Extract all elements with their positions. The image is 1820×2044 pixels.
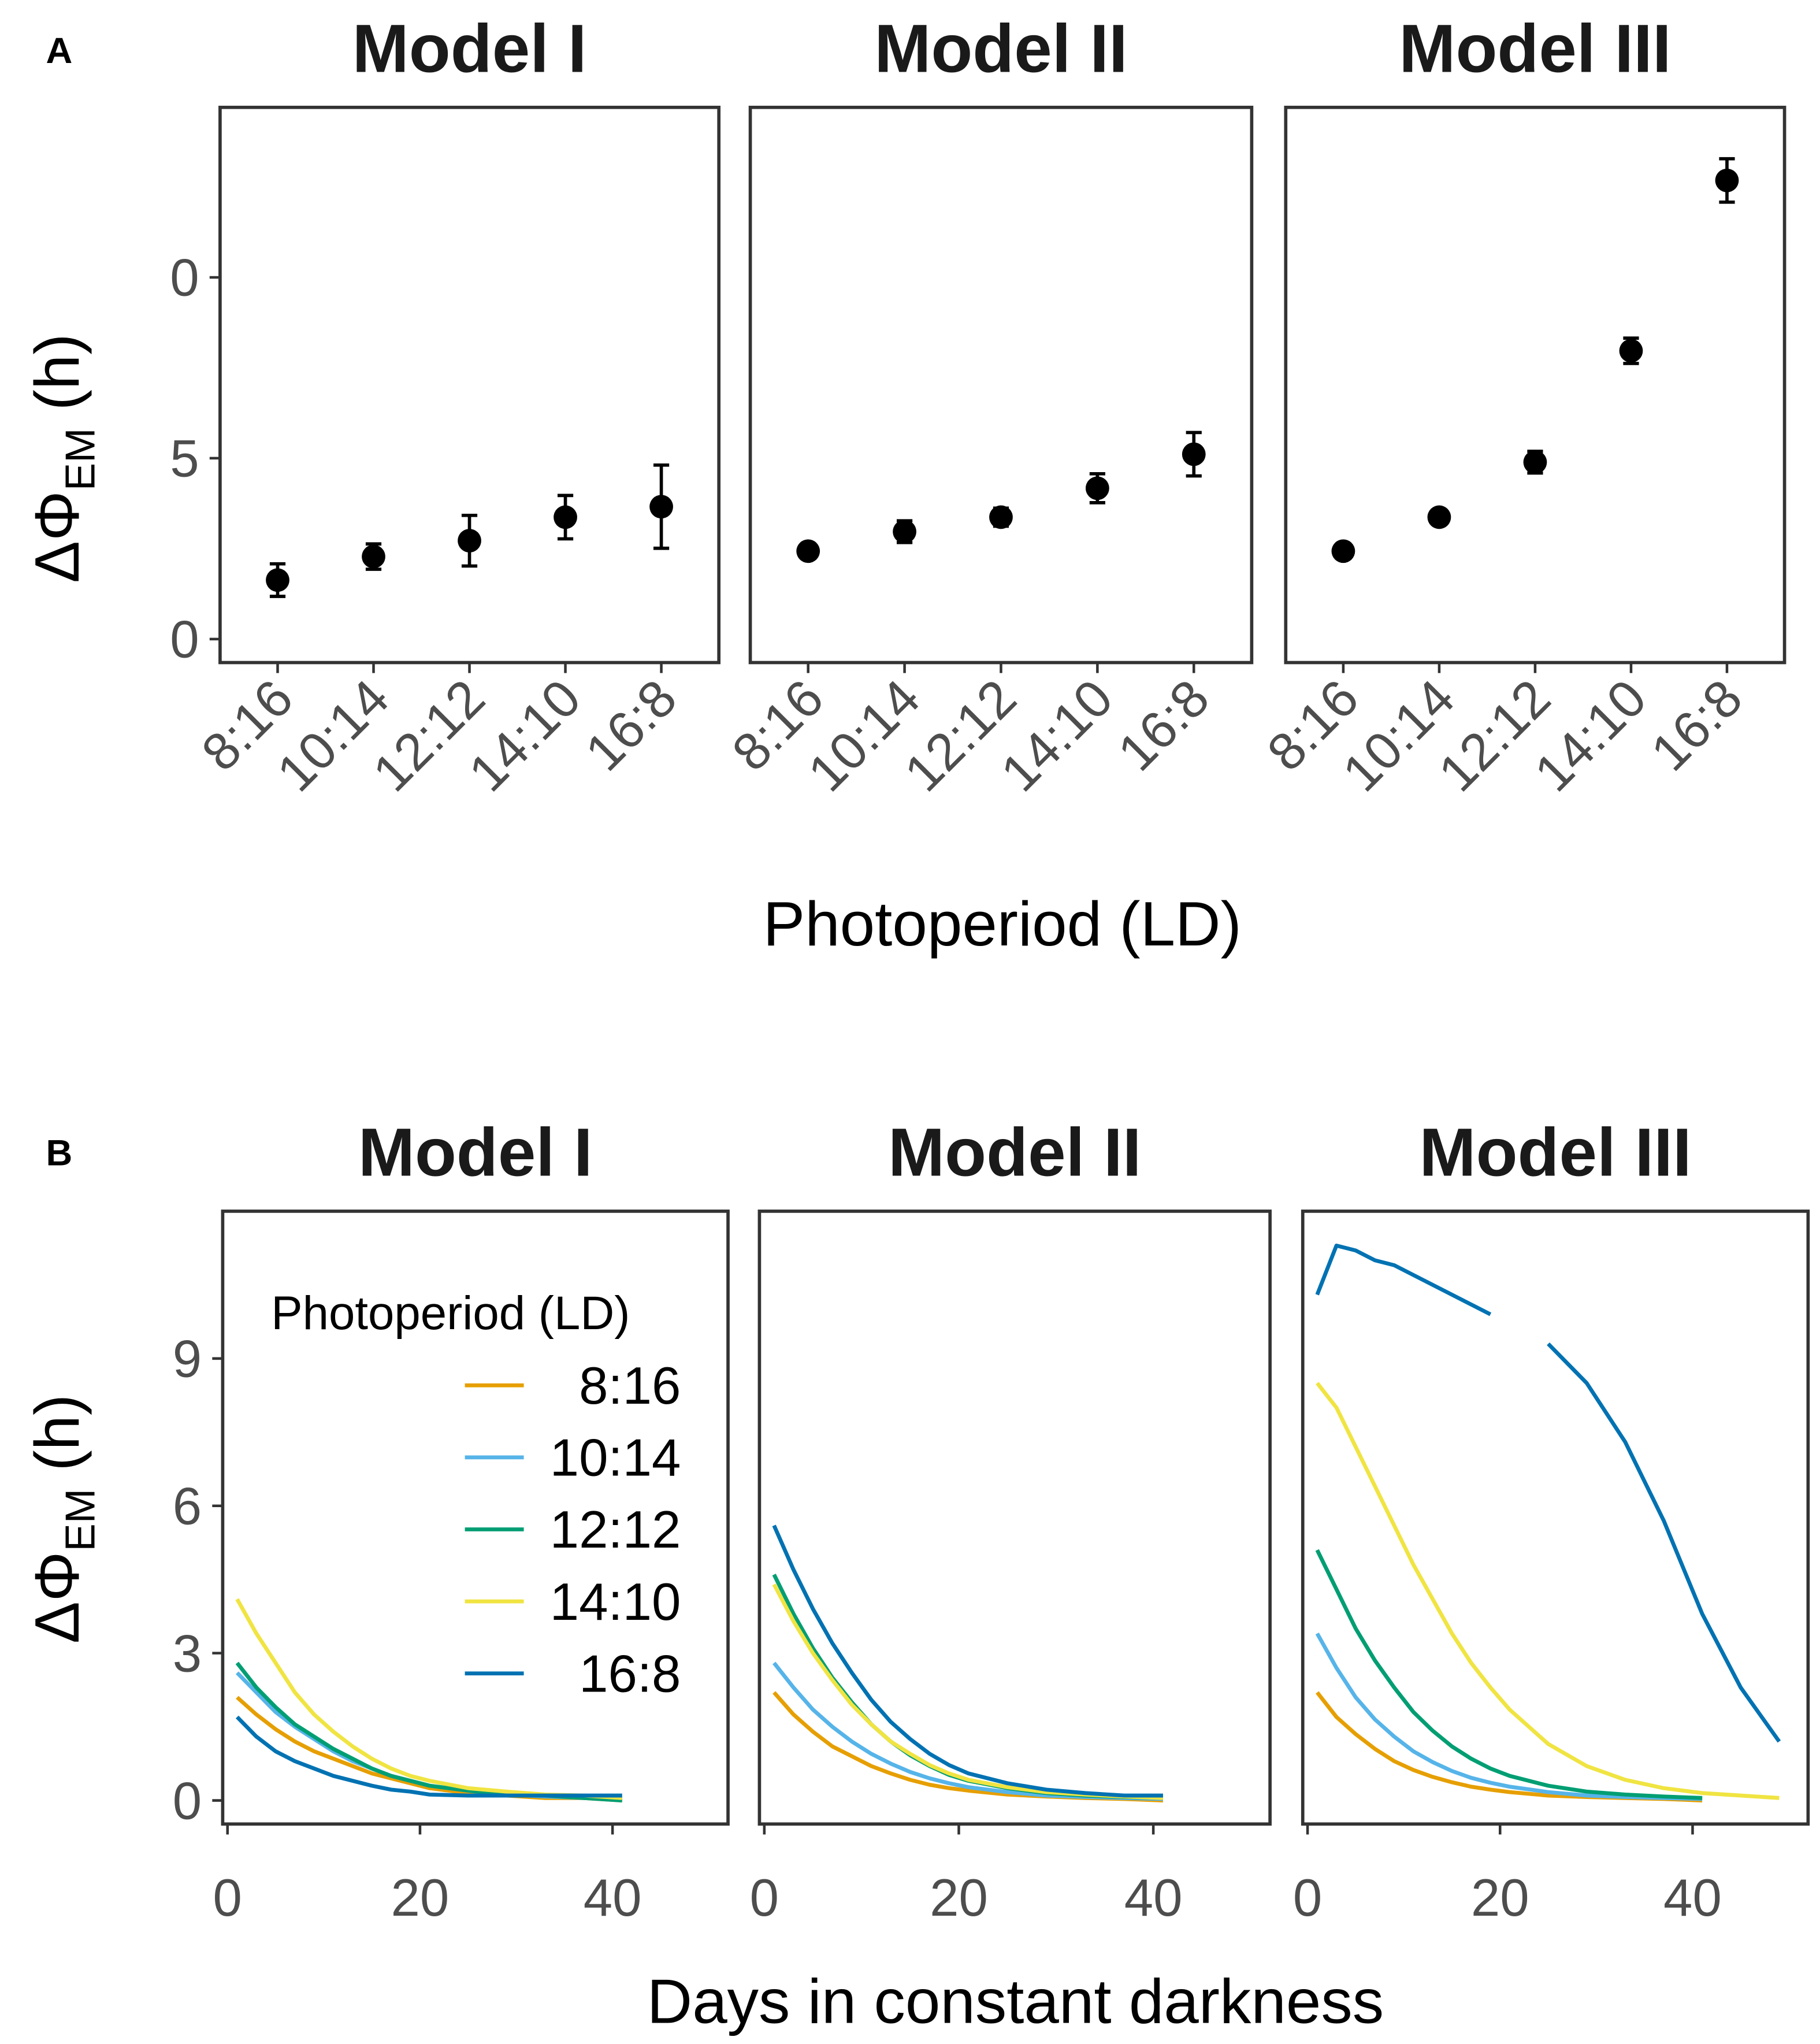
x-tick-label: 12:12	[362, 669, 496, 803]
panel-frame	[1284, 105, 1786, 665]
point	[1715, 168, 1739, 192]
point	[989, 505, 1013, 529]
x-tick-label: 0	[213, 1869, 242, 1927]
x-tick-label: 10:14	[1332, 669, 1466, 803]
point	[649, 495, 673, 519]
panel-frame	[748, 105, 1254, 665]
panel-frame	[221, 1210, 730, 1826]
point	[1619, 339, 1643, 363]
panel-title: Model I	[358, 1114, 593, 1190]
y-tick-label: 5	[170, 430, 199, 488]
x-tick-label: 40	[1124, 1869, 1183, 1927]
point	[362, 544, 385, 569]
series-line	[772, 1574, 1164, 1800]
x-tick-label: 16:8	[1107, 669, 1220, 782]
legend-label: 14:10	[550, 1573, 681, 1631]
panel-frame	[757, 1210, 1272, 1826]
legend-label: 12:12	[550, 1501, 681, 1559]
x-tick-label: 12:12	[1428, 669, 1562, 803]
point	[266, 568, 289, 592]
series-line	[1315, 1549, 1703, 1800]
y-label-main: ΔΦ	[23, 1552, 92, 1644]
panel-title: Model II	[888, 1114, 1142, 1190]
panel-letter: A	[46, 31, 73, 71]
point	[893, 520, 916, 544]
panel-frame	[1301, 1210, 1810, 1826]
point	[796, 539, 820, 563]
series-line	[1315, 1632, 1703, 1801]
point	[1427, 505, 1451, 529]
panel-title: Model I	[352, 10, 587, 87]
panel-frame	[218, 105, 721, 665]
x-axis-label: Photoperiod (LD)	[763, 889, 1242, 959]
point	[1331, 539, 1355, 563]
panel-title: Model III	[1419, 1114, 1691, 1190]
x-tick-label: 40	[1663, 1869, 1722, 1927]
x-tick-label: 16:8	[1640, 669, 1754, 782]
y-tick-label: 0	[173, 1772, 202, 1830]
x-tick-label: 14:10	[458, 669, 592, 803]
point	[554, 505, 577, 529]
series-line	[1315, 1243, 1781, 1743]
series-line	[1316, 1382, 1780, 1800]
panel-title: Model II	[874, 10, 1128, 87]
x-tick-label: 20	[391, 1869, 450, 1927]
y-label-main: ΔΦ	[23, 491, 92, 583]
y-label-sub: EM	[57, 1489, 103, 1552]
legend-label: 8:16	[579, 1357, 681, 1415]
panel-title: Model III	[1399, 10, 1671, 87]
point	[458, 529, 481, 552]
x-tick-label: 12:12	[894, 669, 1028, 803]
y-tick-label: 6	[173, 1477, 202, 1535]
x-tick-label: 16:8	[574, 669, 688, 782]
y-label-sub: EM	[57, 428, 103, 491]
y-tick-label: 0	[170, 249, 199, 307]
x-tick-label: 14:10	[990, 669, 1124, 803]
y-tick-label: 0	[170, 611, 199, 669]
legend-title: Photoperiod (LD)	[271, 1287, 630, 1340]
point	[1182, 442, 1206, 466]
x-tick-label: 10:14	[266, 669, 400, 803]
y-tick-label: 3	[173, 1624, 202, 1683]
x-tick-label: 20	[1471, 1869, 1529, 1927]
legend-label: 10:14	[550, 1429, 681, 1487]
y-label-unit: (h)	[23, 1394, 92, 1489]
point	[1085, 476, 1109, 500]
x-tick-label: 0	[1293, 1869, 1322, 1927]
x-tick-label: 10:14	[797, 669, 931, 803]
panel-letter: B	[46, 1133, 73, 1174]
series-line	[772, 1583, 1164, 1800]
x-tick-label: 40	[584, 1869, 642, 1927]
legend-label: 16:8	[579, 1645, 681, 1703]
x-tick-label: 14:10	[1524, 669, 1658, 803]
y-label-unit: (h)	[23, 333, 92, 428]
x-tick-label: 0	[750, 1869, 779, 1927]
y-axis-label: ΔΦEM (h)	[23, 333, 103, 583]
y-tick-label: 9	[173, 1330, 202, 1389]
x-tick-label: 20	[930, 1869, 988, 1927]
series-line	[235, 1715, 622, 1798]
series-line	[772, 1524, 1163, 1798]
series-line	[772, 1691, 1164, 1802]
series-line	[235, 1598, 623, 1800]
point	[1523, 450, 1547, 474]
y-axis-label: ΔΦEM (h)	[23, 1394, 103, 1644]
x-axis-label: Days in constant darkness	[647, 1967, 1384, 2037]
